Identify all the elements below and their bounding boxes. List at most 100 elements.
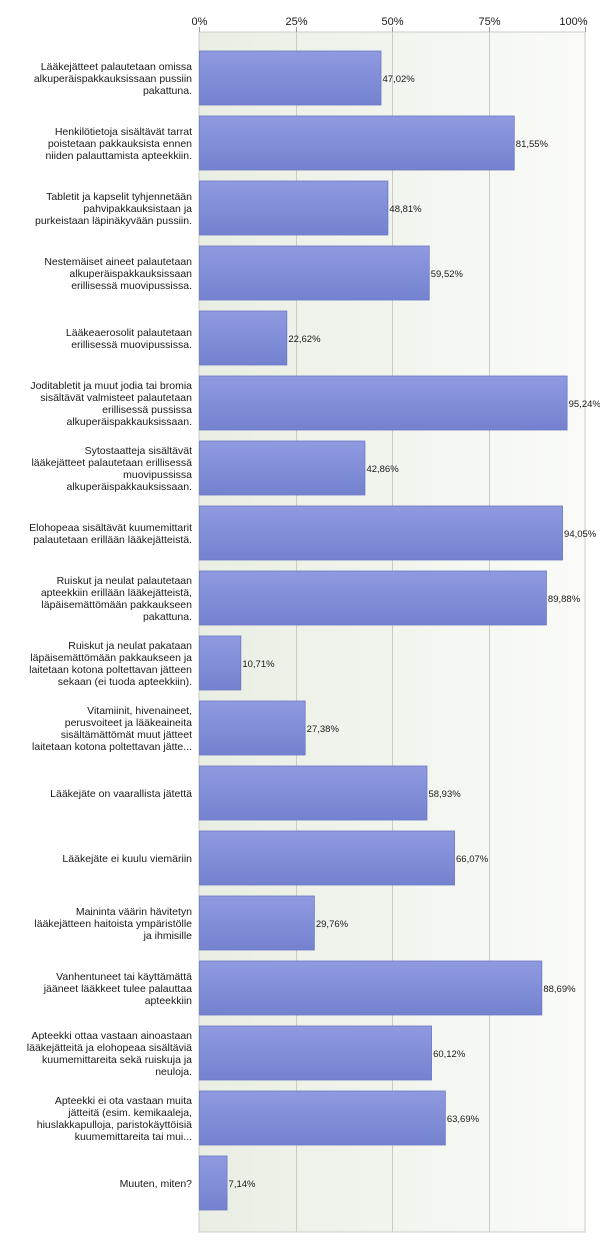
bar bbox=[199, 1155, 228, 1211]
bar bbox=[199, 1025, 432, 1081]
category-label-line: pahvipakkauksistaan ja bbox=[83, 203, 192, 215]
category-label-line: neuloja. bbox=[155, 1066, 192, 1078]
bar bbox=[199, 245, 430, 301]
category-label-line: erillisessä muovipussissa. bbox=[71, 339, 192, 351]
value-label: 7,14% bbox=[229, 1179, 256, 1190]
bar bbox=[199, 440, 366, 496]
bar bbox=[199, 180, 389, 236]
tick-label: 25% bbox=[285, 16, 307, 28]
category-label-line: ja ihmisille bbox=[143, 930, 193, 942]
category-label-line: läpäisemättömään pakkaukseen bbox=[41, 599, 192, 611]
category-label-line: apteekkiin bbox=[145, 995, 192, 1007]
value-label: 89,88% bbox=[548, 594, 581, 605]
category-label: Tabletit ja kapselit tyhjennetään pahvipa… bbox=[35, 191, 192, 227]
value-label: 95,24% bbox=[569, 399, 600, 410]
category-label: Vanhentuneet tai käyttämättä jääneet lääk… bbox=[43, 971, 192, 1007]
value-label: 66,07% bbox=[456, 854, 489, 865]
value-labels: 47,02% 81,55% 48,81% 59,52% 22,62% 95,24% 42,8… bbox=[229, 74, 600, 1190]
category-label: Elohopeaa sisältävät kuumemittarit palaut… bbox=[29, 522, 192, 546]
value-label: 58,93% bbox=[428, 789, 461, 800]
category-label-line: apteekkiin erillään lääkejätteistä, bbox=[41, 587, 192, 599]
category-label: Ruiskut ja neulat palautetaan apteekkiin … bbox=[41, 575, 192, 623]
category-label: Lääkeaerosolit palautetaan erillisessä mu… bbox=[66, 327, 192, 351]
category-label-line: Joditabletit ja muut jodia tai bromia bbox=[30, 380, 192, 392]
tick-label: 50% bbox=[381, 16, 403, 28]
x-axis-ticks: 0% 25% 50% 75% 100% bbox=[192, 16, 588, 32]
category-label: Apteekki ottaa vastaan ainoastaan lääkejä… bbox=[27, 1030, 192, 1078]
category-label-line: alkuperäispakkauksissaan. bbox=[67, 416, 193, 428]
category-label-line: Vitamiinit, hivenaineet, bbox=[87, 705, 192, 717]
category-label-line: erillisessä pussissa bbox=[102, 404, 192, 416]
category-labels: Lääkejätteet palautetaan omissa alkuperäi… bbox=[27, 61, 192, 1190]
bar bbox=[199, 960, 543, 1016]
bars bbox=[199, 50, 568, 1211]
category-label-line: Ruiskut ja neulat palautetaan bbox=[57, 575, 193, 587]
value-label: 88,69% bbox=[543, 984, 576, 995]
value-label: 22,62% bbox=[288, 334, 321, 345]
category-label-line: sisältämättömät muut jätteet bbox=[61, 729, 192, 741]
bar bbox=[199, 765, 428, 821]
category-label: Muuten, miten? bbox=[120, 1178, 193, 1190]
category-label-line: purkeistaan läpinäkyvään pussiin. bbox=[35, 215, 192, 227]
category-label-line: Apteekki ei ota vastaan muita bbox=[55, 1095, 192, 1107]
bar bbox=[199, 895, 315, 951]
category-label-line: Tabletit ja kapselit tyhjennetään bbox=[46, 191, 192, 203]
category-label-line: alkuperäispakkauksissaan pussiin bbox=[34, 73, 192, 85]
category-label-line: Sytostaatteja sisältävät bbox=[85, 445, 192, 457]
category-label-line: jääneet lääkkeet tulee palauttaa bbox=[43, 983, 192, 995]
category-label-line: kuumemittareita tai mui... bbox=[75, 1131, 192, 1143]
value-label: 48,81% bbox=[389, 204, 422, 215]
category-label-line: pakattuna. bbox=[143, 85, 192, 97]
category-label-line: sisältävät valmisteet palautetaan bbox=[40, 392, 192, 404]
bar bbox=[199, 570, 547, 626]
category-label-line: alkuperäispakkauksissaan. bbox=[67, 481, 193, 493]
category-label: Maininta väärin hävitetyn lääkejätteen ha… bbox=[34, 906, 192, 942]
category-label-line: Lääkejätteet palautetaan omissa bbox=[41, 61, 192, 73]
category-label-line: laitetaan kotona poltettavan jätteen bbox=[29, 664, 192, 676]
category-label-line: perusvoiteet ja lääkeaineita bbox=[65, 717, 192, 729]
category-label-line: Apteekki ottaa vastaan ainoastaan bbox=[31, 1030, 192, 1042]
bar bbox=[199, 505, 563, 561]
category-label-line: lääkejätteet palautetaan erillisessä bbox=[31, 457, 192, 469]
category-label-line: laitetaan kotona poltettavan jätte... bbox=[32, 741, 192, 753]
value-label: 63,69% bbox=[447, 1114, 480, 1125]
category-label-line: Lääkeaerosolit palautetaan bbox=[66, 327, 192, 339]
category-label: Ruiskut ja neulat pakataan läpäisemättömä… bbox=[29, 640, 192, 688]
category-label-line: läpäisemättömään pakkaukseen ja bbox=[30, 652, 192, 664]
value-label: 10,71% bbox=[242, 659, 275, 670]
category-label-line: niiden palauttamista apteekkiin. bbox=[45, 150, 192, 162]
category-label-line: poistetaan pakkauksista ennen bbox=[48, 138, 192, 150]
category-label-line: Elohopeaa sisältävät kuumemittarit bbox=[29, 522, 192, 534]
category-label: Lääkejäte ei kuulu viemäriin bbox=[62, 853, 192, 865]
category-label: Lääkejätteet palautetaan omissa alkuperäi… bbox=[34, 61, 192, 97]
tick-label: 0% bbox=[192, 16, 208, 28]
bar bbox=[199, 375, 568, 431]
category-label-line: lääkejätteitä ja elohopeaa sisältäviä bbox=[27, 1042, 192, 1054]
category-label-line: Muuten, miten? bbox=[120, 1178, 193, 1190]
category-label: Lääkejäte on vaarallista jätettä bbox=[50, 788, 192, 800]
category-label: Vitamiinit, hivenaineet, perusvoiteet ja … bbox=[32, 705, 192, 753]
tick-label: 75% bbox=[478, 16, 500, 28]
bar bbox=[199, 830, 455, 886]
category-label: Sytostaatteja sisältävät lääkejätteet pal… bbox=[31, 445, 192, 493]
category-label-line: jätteitä (esim. kemikaaleja, bbox=[67, 1107, 192, 1119]
value-label: 81,55% bbox=[516, 139, 549, 150]
category-label-line: muovipussissa bbox=[123, 469, 192, 481]
category-label-line: Maininta väärin hävitetyn bbox=[76, 906, 192, 918]
category-label-line: kuumemittareita sekä ruiskuja ja bbox=[42, 1054, 192, 1066]
category-label: Nestemäiset aineet palautetaan alkuperäis… bbox=[44, 256, 192, 292]
value-label: 29,76% bbox=[316, 919, 349, 930]
value-label: 27,38% bbox=[307, 724, 340, 735]
category-label-line: Vanhentuneet tai käyttämättä bbox=[56, 971, 192, 983]
category-label-line: Nestemäiset aineet palautetaan bbox=[44, 256, 192, 268]
category-label-line: palautetaan erillään lääkejätteistä. bbox=[33, 534, 192, 546]
bar bbox=[199, 310, 288, 366]
category-label-line: Ruiskut ja neulat pakataan bbox=[68, 640, 192, 652]
category-label-line: Lääkejäte ei kuulu viemäriin bbox=[62, 853, 192, 865]
category-label: Apteekki ei ota vastaan muita jätteitä (e… bbox=[37, 1095, 192, 1143]
category-label-line: alkuperäispakkauksissaan bbox=[69, 268, 192, 280]
bar bbox=[199, 700, 306, 756]
bar bbox=[199, 635, 242, 691]
value-label: 47,02% bbox=[382, 74, 415, 85]
